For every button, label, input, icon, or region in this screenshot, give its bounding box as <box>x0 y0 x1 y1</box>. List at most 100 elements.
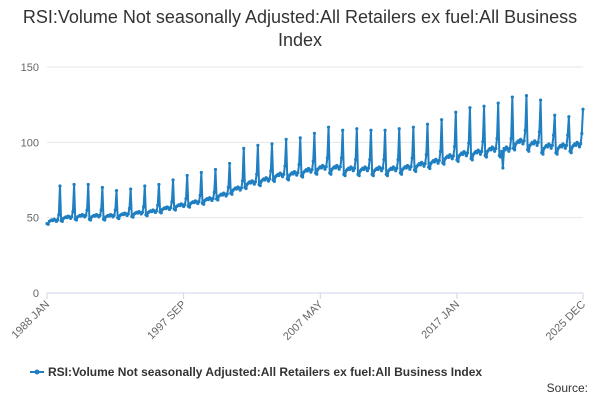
data-point <box>390 167 394 172</box>
y-tick-label: 50 <box>27 213 39 225</box>
data-point <box>171 178 175 182</box>
data-point <box>183 203 187 207</box>
x-tick-label: 2025 DEC <box>544 299 588 343</box>
data-point <box>560 145 564 149</box>
data-point <box>253 180 258 184</box>
data-point <box>197 200 201 204</box>
data-point <box>449 154 453 158</box>
data-point <box>484 155 488 159</box>
data-point <box>442 162 446 166</box>
data-point <box>239 186 243 190</box>
data-point <box>301 175 305 179</box>
data-point <box>437 159 441 163</box>
data-point <box>58 184 62 188</box>
data-point <box>256 143 260 147</box>
data-point <box>57 213 61 217</box>
data-point <box>435 159 439 163</box>
data-point <box>421 162 425 166</box>
data-point <box>534 140 538 144</box>
data-point <box>477 149 481 154</box>
data-point <box>297 162 301 167</box>
data-point <box>453 144 457 149</box>
data-point <box>395 166 399 170</box>
data-point <box>438 149 443 154</box>
data-point <box>566 133 570 137</box>
legend-label[interactable]: RSI:Volume Not seasonally Adjusted:All R… <box>48 365 482 379</box>
data-point <box>440 118 444 122</box>
data-point <box>520 139 524 143</box>
data-point <box>494 146 498 151</box>
data-point <box>383 128 387 132</box>
data-point <box>523 128 527 132</box>
data-point <box>142 205 146 209</box>
data-point <box>351 169 355 173</box>
data-point <box>211 197 215 201</box>
data-point <box>140 210 145 214</box>
legend[interactable]: RSI:Volume Not seasonally Adjusted:All R… <box>30 365 482 379</box>
data-point <box>339 156 344 160</box>
data-point <box>159 211 163 215</box>
data-point <box>464 154 468 158</box>
data-point <box>450 157 454 161</box>
data-point <box>410 156 414 160</box>
data-point <box>551 133 556 137</box>
data-point <box>242 146 246 150</box>
data-point <box>213 167 218 172</box>
data-point <box>461 152 465 156</box>
data-point <box>126 212 130 216</box>
data-point <box>312 131 317 135</box>
data-point <box>173 208 177 212</box>
data-point <box>334 166 338 170</box>
x-axis-tick-labels: 1988 JAN 1997 SEP 2007 MAY 2017 JAN 2025 DEC <box>9 298 588 343</box>
data-point <box>268 177 272 181</box>
data-point <box>368 157 372 162</box>
data-point <box>98 213 102 217</box>
data-point <box>447 155 451 159</box>
data-point <box>418 163 423 167</box>
x-tick-label: 2007 MAY <box>281 298 326 343</box>
data-point <box>355 127 359 131</box>
data-point <box>562 143 566 147</box>
y-tick-label: 100 <box>21 137 39 149</box>
data-point <box>579 142 583 146</box>
data-point <box>84 213 88 217</box>
data-point <box>295 173 299 177</box>
data-point <box>436 161 440 165</box>
data-point <box>396 157 400 162</box>
data-point <box>350 166 354 170</box>
data-point <box>337 167 341 171</box>
data-point <box>381 166 385 170</box>
data-point <box>531 142 536 146</box>
data-point <box>379 169 384 173</box>
data-point <box>74 218 79 222</box>
data-point <box>535 143 539 147</box>
data-point <box>567 115 571 119</box>
data-point <box>399 172 404 176</box>
data-point <box>493 149 497 153</box>
chart-title: RSI:Volume Not seasonally Adjusted:All R… <box>22 7 578 50</box>
y-axis-tick-labels: 0 50 100 150 <box>21 62 39 300</box>
data-point <box>336 165 340 169</box>
data-point <box>521 142 525 146</box>
data-point <box>563 146 567 150</box>
data-point <box>341 128 345 132</box>
data-point <box>465 151 470 155</box>
data-point <box>326 125 331 129</box>
data-point <box>369 128 373 132</box>
data-point <box>131 215 135 219</box>
data-point <box>202 202 206 206</box>
data-point <box>404 166 408 170</box>
data-point <box>293 171 298 175</box>
data-point <box>56 218 60 222</box>
data-point <box>226 185 231 189</box>
data-point <box>309 170 313 174</box>
data-point <box>170 200 174 204</box>
data-point <box>510 95 514 99</box>
data-point <box>198 193 202 197</box>
data-point <box>114 188 119 193</box>
y-tick-label: 0 <box>33 288 39 300</box>
data-point <box>428 166 432 171</box>
data-point <box>509 136 513 141</box>
data-point <box>308 168 312 172</box>
data-point <box>311 159 315 163</box>
